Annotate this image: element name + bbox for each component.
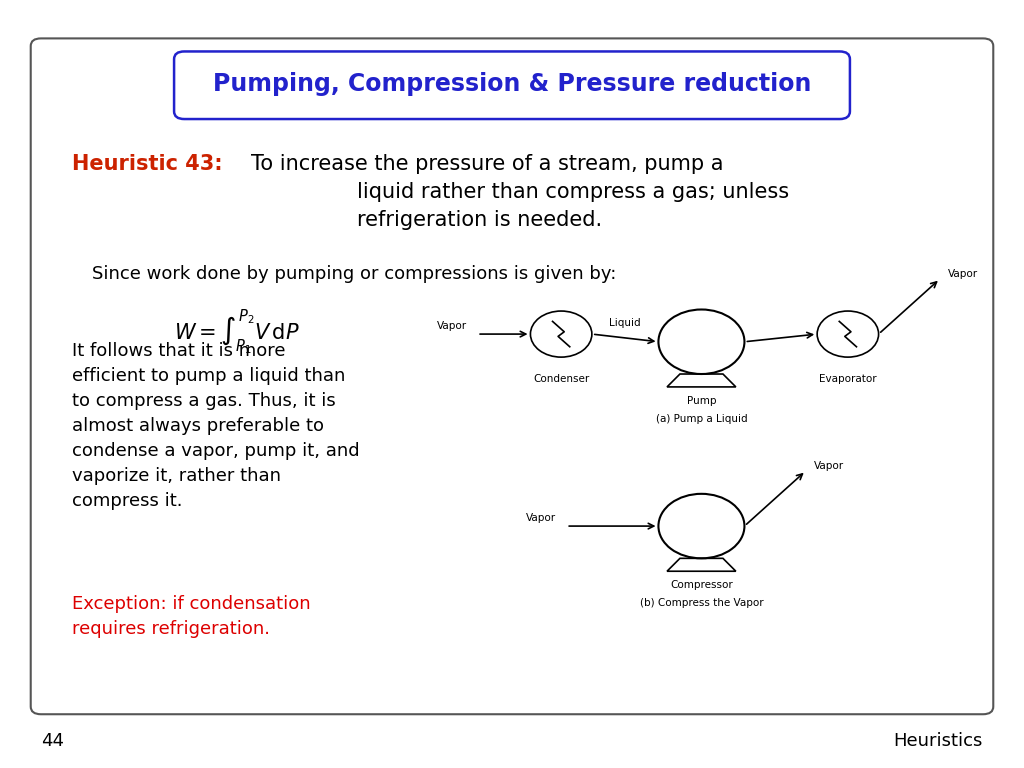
- Text: Pump: Pump: [687, 396, 716, 406]
- Text: Condenser: Condenser: [534, 374, 589, 384]
- Text: Vapor: Vapor: [814, 461, 844, 472]
- Text: 44: 44: [41, 732, 63, 750]
- Text: Liquid: Liquid: [609, 318, 641, 328]
- FancyBboxPatch shape: [174, 51, 850, 119]
- Text: Vapor: Vapor: [948, 269, 978, 280]
- Text: Compressor: Compressor: [670, 581, 733, 591]
- Text: Heuristics: Heuristics: [894, 732, 983, 750]
- Text: Heuristic 43:: Heuristic 43:: [72, 154, 222, 174]
- FancyBboxPatch shape: [31, 38, 993, 714]
- Text: Evaporator: Evaporator: [819, 374, 877, 384]
- Text: Since work done by pumping or compressions is given by:: Since work done by pumping or compressio…: [92, 265, 616, 283]
- Text: Vapor: Vapor: [525, 513, 556, 523]
- Text: To increase the pressure of a stream, pump a
                liquid rather than : To increase the pressure of a stream, pu…: [251, 154, 790, 230]
- Text: It follows that it is more
efficient to pump a liquid than
to compress a gas. Th: It follows that it is more efficient to …: [72, 342, 359, 510]
- Text: (a) Pump a Liquid: (a) Pump a Liquid: [655, 414, 748, 424]
- Text: Vapor: Vapor: [436, 321, 467, 331]
- Text: $W = \int_{P_1}^{P_2} V\, \mathrm{d}P$: $W = \int_{P_1}^{P_2} V\, \mathrm{d}P$: [174, 307, 300, 356]
- Text: (b) Compress the Vapor: (b) Compress the Vapor: [640, 598, 763, 608]
- Text: Pumping, Compression & Pressure reduction: Pumping, Compression & Pressure reductio…: [213, 71, 811, 96]
- Text: Exception: if condensation
requires refrigeration.: Exception: if condensation requires refr…: [72, 595, 310, 638]
